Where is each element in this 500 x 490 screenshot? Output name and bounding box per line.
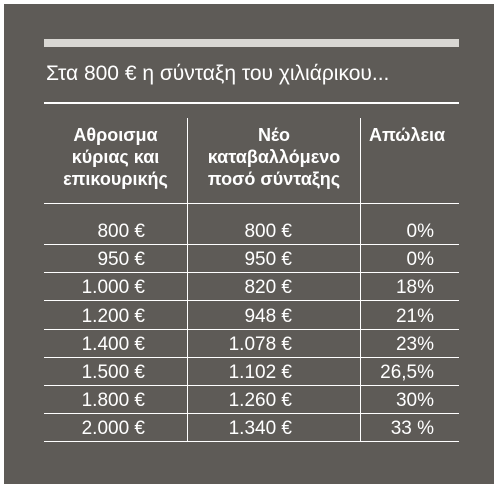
table-row: 950 € 950 € 0%: [44, 246, 459, 274]
cell-loss: 26,5%: [380, 362, 434, 383]
table-row: 1.800 € 1.260 € 30%: [44, 387, 459, 415]
cell-total: 2.000 €: [81, 418, 145, 440]
row-divider: [44, 356, 459, 358]
cell-total: 1.800 €: [81, 390, 145, 412]
headline: Στα 800 € η σύνταξη του χιλιάρικου...: [46, 62, 390, 85]
cell-new-amount: 948 €: [244, 305, 292, 327]
cell-total: 1.500 €: [81, 362, 145, 383]
table-row: 2.000 € 1.340 € 33 %: [44, 415, 459, 443]
cell-loss: 21%: [395, 305, 434, 327]
cell-loss: 18%: [395, 277, 434, 299]
pension-table-card: Στα 800 € η σύνταξη του χιλιάρικου... Αθ…: [4, 4, 494, 484]
table-row: 1.000 € 820 € 18%: [44, 274, 459, 302]
row-divider: [44, 300, 459, 302]
row-divider: [44, 328, 459, 330]
cell-new-amount: 1.102 €: [228, 362, 292, 383]
cell-loss: 23%: [395, 333, 434, 355]
row-divider: [44, 272, 459, 274]
cell-new-amount: 950 €: [244, 249, 292, 271]
cell-loss: 33 %: [390, 418, 434, 440]
cell-new-amount: 1.260 €: [228, 390, 292, 412]
cell-new-amount: 800 €: [244, 221, 292, 242]
top-decorative-rule: [44, 39, 459, 47]
row-divider: [44, 441, 459, 443]
cell-new-amount: 820 €: [244, 277, 292, 299]
column-header-new-amount: Νέο καταβαλλόμενο ποσό σύνταξης: [207, 125, 341, 189]
cell-loss: 30%: [395, 390, 434, 412]
cell-total: 1.400 €: [81, 333, 145, 355]
cell-new-amount: 1.340 €: [228, 418, 292, 440]
cell-loss: 0%: [406, 249, 434, 271]
headline-divider: [44, 102, 459, 104]
column-divider-1: [187, 118, 188, 442]
column-header-total: Αθροισμα κύριας και επικουρικής: [63, 125, 168, 189]
table-row: 800 € 800 € 0%: [44, 218, 459, 245]
cell-total: 1.000 €: [81, 277, 145, 299]
cell-total: 800 €: [97, 221, 145, 242]
table-row: 1.500 € 1.102 € 26,5%: [44, 359, 459, 386]
cell-loss: 0%: [406, 221, 434, 242]
column-divider-2: [360, 118, 361, 442]
row-divider: [44, 413, 459, 415]
table-row: 1.200 € 948 € 21%: [44, 303, 459, 330]
cell-total: 950 €: [97, 249, 145, 271]
column-header-loss: Απώλεια: [369, 125, 446, 145]
row-divider: [44, 385, 459, 386]
header-divider: [44, 203, 459, 204]
cell-new-amount: 1.078 €: [228, 333, 292, 355]
cell-total: 1.200 €: [81, 305, 145, 327]
row-divider: [44, 244, 459, 245]
table-row: 1.400 € 1.078 € 23%: [44, 331, 459, 358]
